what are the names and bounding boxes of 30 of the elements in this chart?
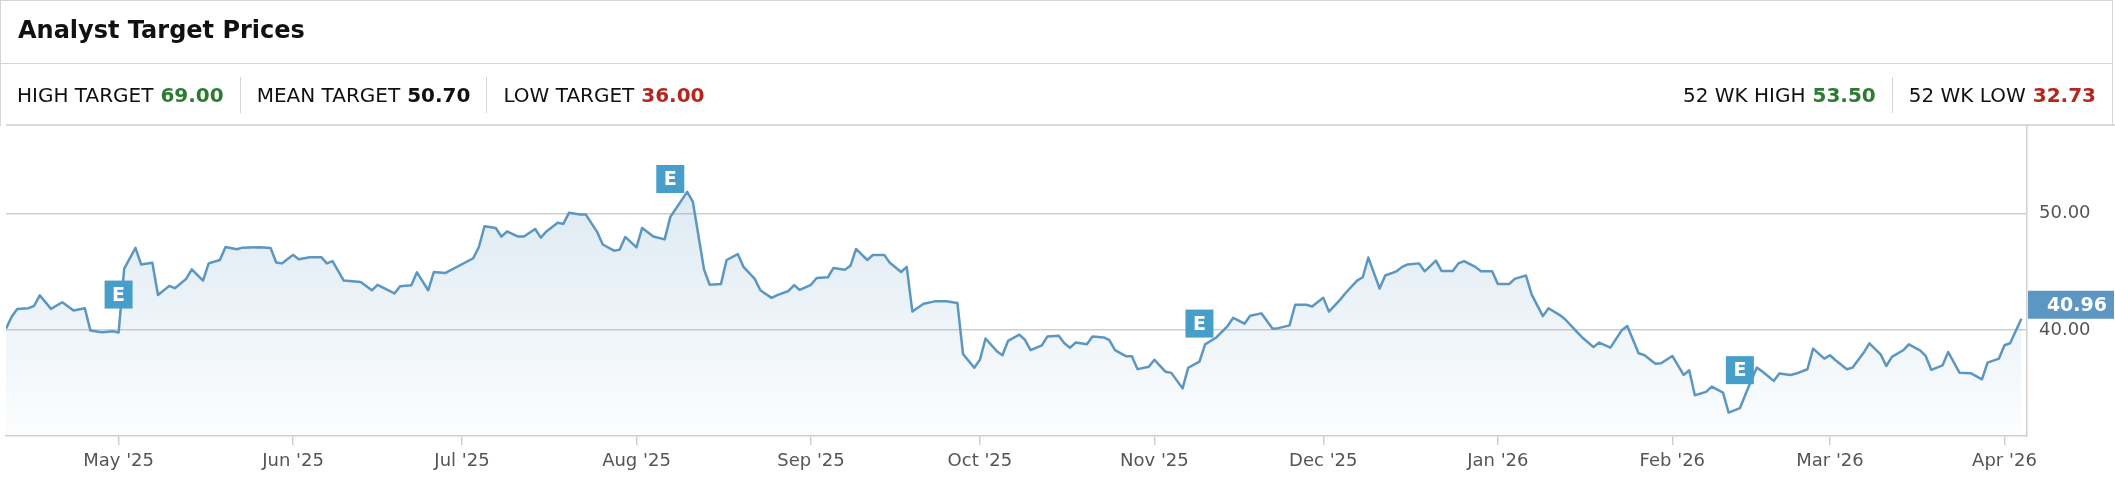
x-tick-label: Sep '25	[777, 449, 845, 471]
x-tick-label: May '25	[83, 449, 154, 471]
y-tick-label: 50.00	[2039, 201, 2091, 223]
annotation: E	[663, 166, 677, 189]
annotation: E	[112, 282, 126, 305]
text: 32.73	[2031, 83, 2096, 107]
x-tick-label: Jan '26	[1466, 449, 1529, 471]
x-tick-label: Jun '25	[261, 449, 324, 471]
x-tick-label: Dec '25	[1289, 449, 1358, 471]
text: 36.00	[640, 83, 705, 107]
x-tick-label: Apr '26	[1972, 449, 2037, 471]
x-tick-label: Nov '25	[1120, 449, 1189, 471]
text: 50.70	[406, 83, 471, 107]
text: MEAN TARGET	[256, 83, 401, 107]
x-tick-label: Aug '25	[602, 449, 671, 471]
y-tick-label: 40.00	[2039, 317, 2091, 339]
chart-title: Analyst Target Prices	[0, 0, 2113, 64]
x-tick-label: Mar '26	[1796, 449, 1864, 471]
annotation: E	[1192, 311, 1206, 334]
annotation: E	[1733, 358, 1747, 381]
data-label: 40.96	[2046, 292, 2107, 315]
x-tick-label: Jul '25	[433, 449, 490, 471]
x-tick-label: Feb '26	[1639, 449, 1706, 471]
text: HIGH TARGET	[17, 83, 154, 107]
text: 52 WK HIGH	[1682, 83, 1806, 107]
text: LOW TARGET	[503, 83, 635, 107]
text: 52 WK LOW	[1908, 83, 2026, 107]
text: 69.00	[159, 83, 224, 107]
x-tick-label: Oct '25	[947, 449, 1013, 471]
text: 53.50	[1811, 83, 1876, 107]
